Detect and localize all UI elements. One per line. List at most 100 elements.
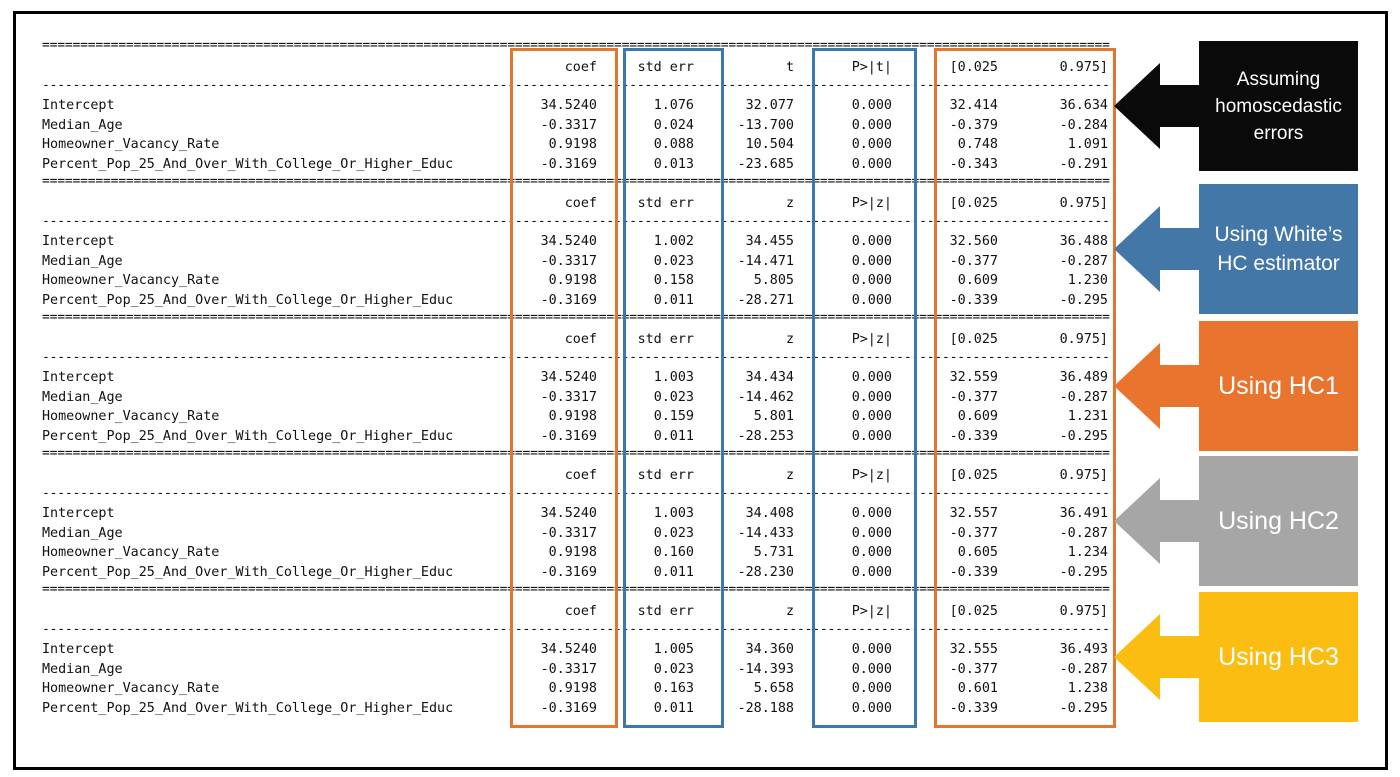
header-p-value: P>|z| — [851, 332, 892, 347]
header-ci-upper: 0.975] — [1059, 196, 1108, 211]
ci-lower-value: -0.379 — [949, 117, 998, 133]
ci-upper-value: 1.230 — [1067, 273, 1108, 288]
ci-lower-value: -0.377 — [949, 253, 998, 269]
table-row: Homeowner_Vacancy_Rate 0.9198 0.088 10.504 0… — [16, 137, 1385, 153]
std-err-value: 0.023 — [653, 253, 694, 269]
table-row: Median_Age -0.3317 0.023 -14.462 0.000 -0.377… — [16, 389, 1385, 406]
header-coef: coef — [564, 60, 597, 75]
ci-lower-value: 0.601 — [957, 681, 998, 696]
header-ci-upper: 0.975] — [1059, 604, 1108, 619]
statistic-value: -14.393 — [737, 661, 794, 677]
estimator-label-panel: Using White’s HC estimator — [1199, 184, 1358, 314]
ci-upper-value: -0.287 — [1059, 253, 1108, 269]
std-err-value: 1.005 — [653, 642, 694, 657]
header-statistic: z — [785, 332, 794, 347]
header-std-err: std err — [637, 468, 694, 483]
std-err-value: 1.003 — [653, 370, 694, 385]
statistic-value: 5.805 — [753, 273, 794, 288]
left-arrow-icon — [1114, 206, 1214, 292]
header-ci-lower: [0.025 — [949, 332, 998, 347]
p-value-value: 0.000 — [851, 700, 892, 716]
ci-upper-value: 36.488 — [1059, 234, 1108, 249]
ci-lower-value: 32.414 — [949, 98, 998, 113]
regression-block: ========================================… — [16, 174, 1385, 314]
coef-value: -0.3317 — [540, 661, 597, 677]
ci-upper-value: -0.287 — [1059, 389, 1108, 405]
header-p-value: P>|z| — [851, 468, 892, 483]
coef-value: 34.5240 — [540, 98, 597, 113]
p-value-value: 0.000 — [851, 273, 892, 288]
table-row: Homeowner_Vacancy_Rate 0.9198 0.160 5.731 0.… — [16, 545, 1385, 561]
std-err-value: 0.023 — [653, 389, 694, 405]
ci-upper-value: -0.287 — [1059, 525, 1108, 541]
p-value-value: 0.000 — [851, 525, 892, 541]
ci-upper-value: 1.234 — [1067, 545, 1108, 560]
std-err-value: 0.024 — [653, 117, 694, 133]
arrow-shape — [1114, 63, 1214, 149]
table-row: Homeowner_Vacancy_Rate 0.9198 0.158 5.805 0.… — [16, 273, 1385, 289]
p-value-value: 0.000 — [851, 370, 892, 385]
left-arrow-icon — [1114, 478, 1214, 564]
statistic-value: 34.360 — [745, 642, 794, 657]
single-rule: ----------------------------------------… — [42, 486, 1110, 501]
table-row: Percent_Pop_25_And_Over_With_College_Or_… — [16, 292, 1385, 309]
p-value-value: 0.000 — [851, 292, 892, 308]
header-statistic: t — [785, 60, 794, 75]
ci-lower-value: 0.605 — [957, 545, 998, 560]
ci-upper-value: -0.295 — [1059, 292, 1108, 308]
statistic-value: 5.658 — [753, 681, 794, 696]
table-row: Percent_Pop_25_And_Over_With_College_Or_… — [16, 700, 1385, 717]
estimator-label: Using HC3 — [1218, 642, 1339, 671]
statistic-value: 5.801 — [753, 409, 794, 424]
header-ci-upper: 0.975] — [1059, 332, 1108, 347]
coef-value: -0.3169 — [540, 428, 597, 444]
variable-name: Percent_Pop_25_And_Over_With_College_Or_… — [42, 156, 454, 172]
ci-upper-value: 1.238 — [1067, 681, 1108, 696]
coef-value: -0.3317 — [540, 389, 597, 405]
coef-value: -0.3169 — [540, 292, 597, 308]
coef-value: -0.3169 — [540, 700, 597, 716]
table-row: Homeowner_Vacancy_Rate 0.9198 0.163 5.658 0.… — [16, 681, 1385, 697]
table-row: Median_Age -0.3317 0.024 -13.700 0.000 -0.379… — [16, 117, 1385, 134]
header-ci-lower: [0.025 — [949, 196, 998, 211]
variable-name: Median_Age — [42, 117, 123, 133]
table-row: Intercept 34.5240 1.002 34.455 0.000 32.560 36… — [16, 234, 1385, 250]
table-row: Percent_Pop_25_And_Over_With_College_Or_… — [16, 428, 1385, 445]
p-value-value: 0.000 — [851, 681, 892, 696]
left-arrow-icon — [1114, 343, 1214, 429]
arrow-shape — [1114, 478, 1214, 564]
variable-name: Homeowner_Vacancy_Rate — [42, 273, 220, 288]
single-rule: ----------------------------------------… — [42, 622, 1110, 637]
header-p-value: P>|t| — [851, 60, 892, 75]
statistic-value: -23.685 — [737, 156, 794, 172]
variable-name: Intercept — [42, 234, 115, 249]
table-row: Percent_Pop_25_And_Over_With_College_Or_… — [16, 156, 1385, 173]
ci-lower-value: -0.343 — [949, 156, 998, 172]
header-statistic: z — [785, 468, 794, 483]
variable-name: Intercept — [42, 506, 115, 521]
p-value-value: 0.000 — [851, 545, 892, 560]
ci-upper-value: -0.295 — [1059, 564, 1108, 580]
statistic-value: 34.455 — [745, 234, 794, 249]
p-value-value: 0.000 — [851, 642, 892, 657]
coef-value: 0.9198 — [548, 273, 597, 288]
ci-lower-value: -0.377 — [949, 525, 998, 541]
statistic-value: -13.700 — [737, 117, 794, 133]
left-arrow-icon — [1114, 63, 1214, 149]
header-ci-lower: [0.025 — [949, 604, 998, 619]
header-ci-upper: 0.975] — [1059, 468, 1108, 483]
ci-upper-value: 36.489 — [1059, 370, 1108, 385]
variable-name: Percent_Pop_25_And_Over_With_College_Or_… — [42, 564, 454, 580]
std-err-value: 0.023 — [653, 525, 694, 541]
std-err-value: 1.076 — [653, 98, 694, 113]
ci-upper-value: 36.493 — [1059, 642, 1108, 657]
ci-lower-value: -0.377 — [949, 661, 998, 677]
double-rule: ========================================… — [42, 582, 1110, 597]
statistic-value: -28.188 — [737, 700, 794, 716]
ci-lower-value: 32.557 — [949, 506, 998, 521]
std-err-value: 0.163 — [653, 681, 694, 696]
header-std-err: std err — [637, 60, 694, 75]
p-value-value: 0.000 — [851, 428, 892, 444]
ci-lower-value: -0.339 — [949, 292, 998, 308]
table-row: Intercept 34.5240 1.076 32.077 0.000 32.414 36… — [16, 98, 1385, 114]
